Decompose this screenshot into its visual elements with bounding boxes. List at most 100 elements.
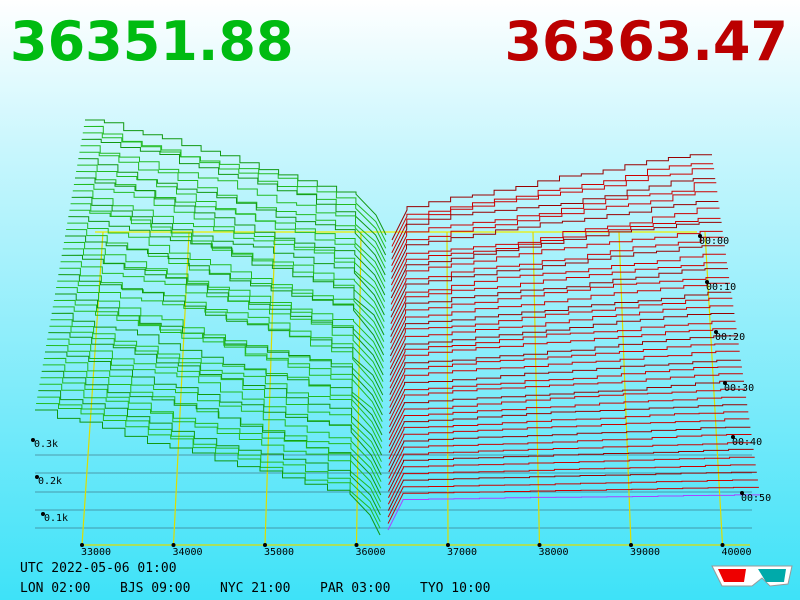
ask-depth-line — [391, 182, 717, 267]
ask-depth-line — [391, 191, 718, 273]
grid-dot — [263, 543, 267, 547]
bid-depth-line — [59, 267, 384, 389]
bid-depth-line — [80, 145, 386, 262]
bid-depth-line — [35, 409, 381, 536]
city-time: LON 02:00 — [20, 581, 90, 596]
ask-depth-line — [391, 178, 716, 260]
ask-depth-line — [387, 479, 758, 518]
grid-dot — [629, 543, 633, 547]
time-label: 00:30 — [724, 383, 754, 394]
ask-depth-line — [391, 168, 715, 254]
time-label: 00:40 — [732, 437, 762, 448]
city-time: BJS 09:00 — [120, 581, 190, 596]
bid-depth-line — [52, 306, 383, 429]
bid-depth-line — [78, 158, 386, 276]
bid-depth-line — [46, 345, 382, 469]
depth-dot — [35, 475, 39, 479]
bid-depth-line — [58, 274, 384, 396]
time-label: 00:50 — [741, 493, 771, 504]
ask-depth-line — [389, 305, 734, 370]
bid-depth-line — [81, 138, 387, 256]
ask-price: 36363.47 — [504, 10, 788, 73]
city-time: NYC 21:00 — [220, 581, 290, 596]
ask-depth-line — [387, 456, 755, 499]
time-dot — [714, 330, 718, 334]
ask-depth-line — [388, 388, 746, 441]
bid-depth-line — [62, 248, 384, 369]
bid-depth-line — [76, 171, 386, 289]
ask-depth-line — [388, 396, 747, 447]
depth-dot — [31, 438, 35, 442]
bid-depth-line — [39, 383, 381, 509]
ask-depth-line — [390, 230, 723, 305]
ask-depth-line — [388, 404, 748, 453]
grid-line — [355, 231, 362, 546]
time-label: 00:00 — [699, 236, 729, 247]
ask-depth-line — [390, 236, 724, 312]
grid-dot — [80, 543, 84, 547]
bid-depth-line — [36, 403, 381, 529]
time-label: 00:20 — [715, 332, 745, 343]
ask-depth-line — [390, 221, 722, 299]
price-label: 35000 — [264, 547, 294, 558]
utc-time: UTC 2022-05-06 01:00 — [20, 561, 177, 576]
depth-label: 0.2k — [38, 476, 62, 487]
bid-depth-line — [43, 357, 382, 482]
bid-depth-line — [63, 241, 384, 362]
bid-depth-line — [45, 351, 382, 476]
time-dot — [698, 234, 702, 238]
ask-depth-line — [390, 277, 730, 344]
ask-depth-line — [388, 418, 750, 466]
city-time: TYO 10:00 — [420, 581, 490, 596]
grid-dot — [720, 543, 725, 547]
time-dot — [723, 381, 727, 385]
ask-depth-line — [390, 207, 720, 286]
ask-depth-line — [389, 291, 732, 357]
bid-depth-line — [51, 312, 383, 436]
ask-depth-line — [388, 380, 744, 434]
depth-dot — [41, 512, 45, 516]
ask-depth-line — [389, 313, 735, 376]
ask-depth-line — [387, 464, 756, 505]
ask-depth-line — [388, 448, 754, 492]
bid-depth-line — [73, 183, 386, 302]
ask-depth-line — [390, 268, 728, 337]
ask-depth-line — [387, 494, 760, 531]
ask-depth-line — [389, 366, 742, 421]
ask-depth-line — [389, 359, 741, 415]
grid-dot — [171, 543, 176, 547]
price-label: 36000 — [355, 547, 385, 558]
time-dot — [740, 491, 744, 495]
city-time: PAR 03:00 — [320, 581, 390, 596]
ask-depth-line — [388, 434, 752, 479]
grid-dot — [446, 543, 450, 547]
bid-depth-line — [79, 151, 386, 269]
depth-label: 0.3k — [34, 439, 58, 450]
ask-depth-line — [389, 320, 736, 383]
ask-depth-line — [389, 335, 738, 395]
glasses-icon — [711, 565, 793, 587]
bid-depth-line — [75, 177, 386, 296]
price-label: 40000 — [721, 547, 751, 558]
ask-depth-line — [389, 343, 739, 402]
bid-depth-line — [66, 229, 385, 349]
ask-depth-line — [389, 328, 737, 389]
depth-label: 0.1k — [44, 513, 68, 524]
ask-depth-line — [390, 253, 726, 325]
bid-depth-line — [67, 222, 385, 342]
bid-depth-line — [61, 254, 384, 376]
price-label: 34000 — [172, 547, 202, 558]
ask-depth-line — [389, 297, 733, 363]
grid-dot — [537, 543, 542, 547]
ask-depth-line — [390, 282, 731, 350]
bid-depth-line — [56, 287, 383, 409]
ask-depth-line — [388, 373, 743, 428]
bid-depth-line — [68, 216, 385, 336]
ask-depth-line — [389, 350, 740, 408]
ask-depth-line — [390, 245, 725, 318]
price-label: 37000 — [447, 547, 477, 558]
bid-depth-line — [77, 164, 386, 282]
bid-depth-line — [47, 338, 382, 462]
bid-depth-line — [50, 319, 383, 442]
